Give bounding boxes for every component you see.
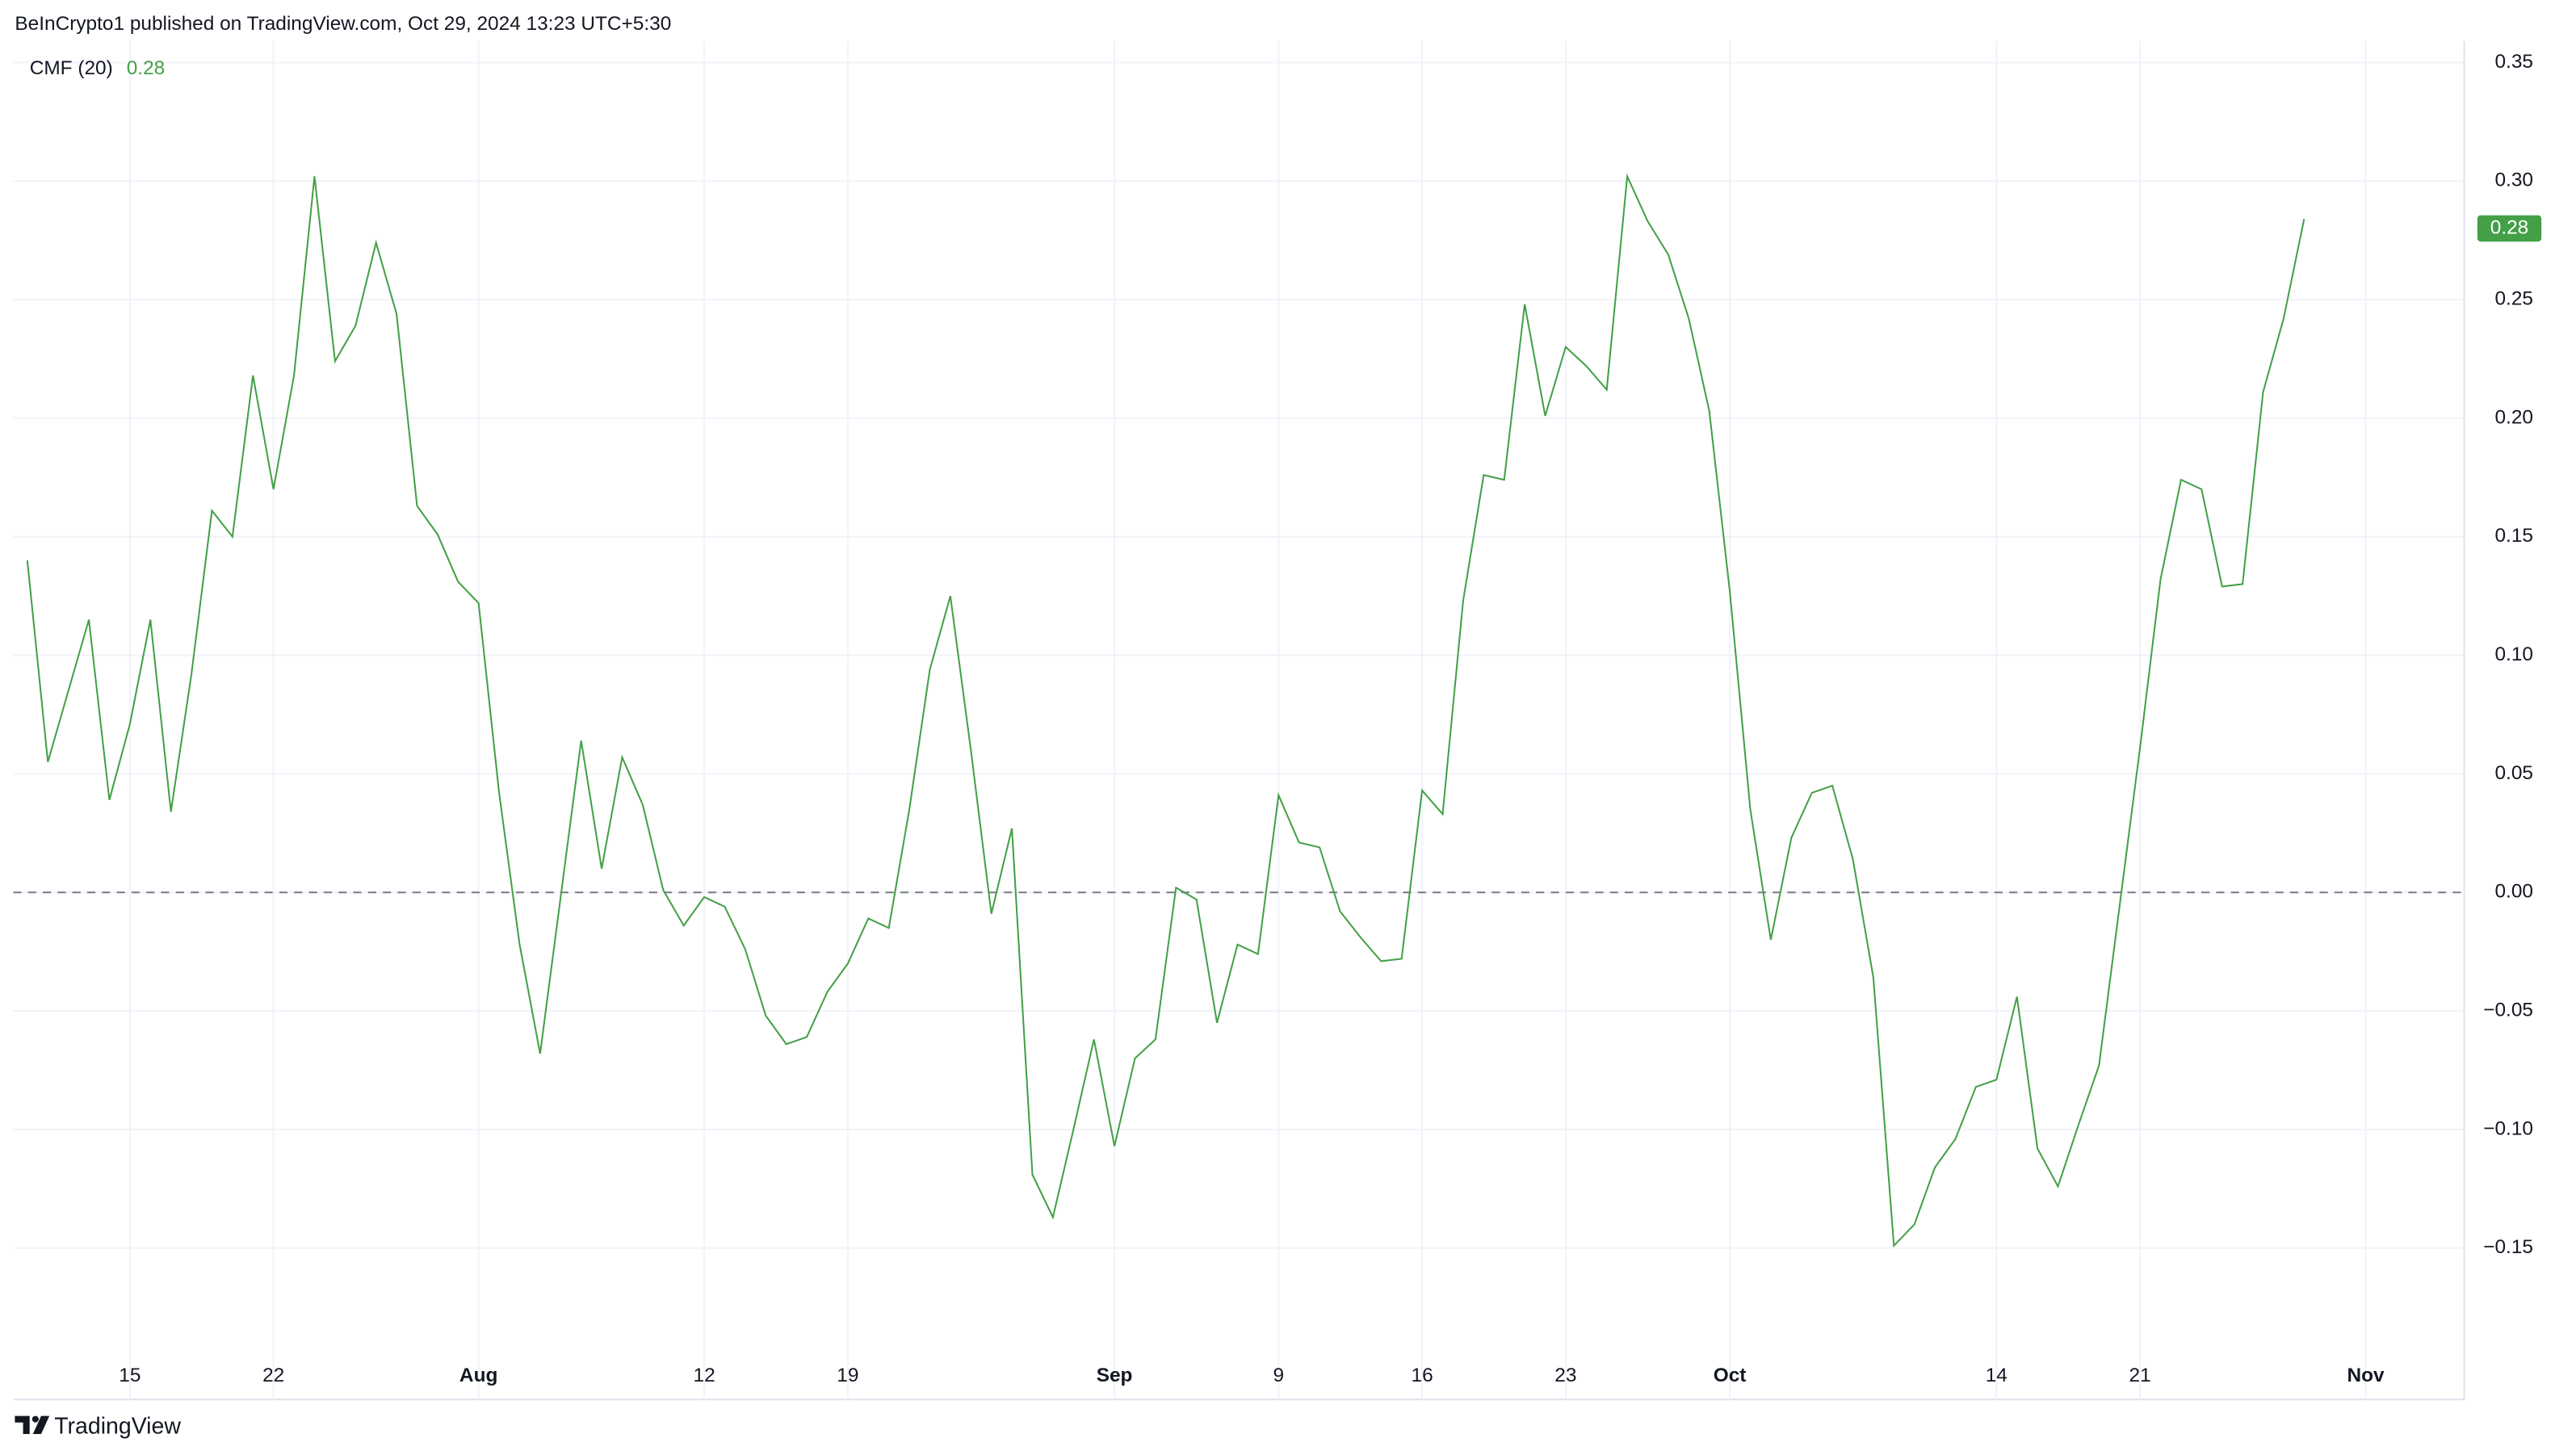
labels: 0.35 0.30 0.25 0.20 0.15 0.10 0.05 0.00 −0.05 −0.… bbox=[119, 51, 2542, 1386]
logo-mark bbox=[15, 1415, 50, 1434]
x-tick-label: Nov bbox=[2347, 1365, 2385, 1386]
y-tick-label: 0.20 bbox=[2494, 406, 2533, 428]
legend-name: CMF (20) bbox=[30, 57, 113, 79]
y-tick-label: 0.35 bbox=[2494, 51, 2533, 73]
legend-value: 0.28 bbox=[127, 57, 166, 79]
last-value-label: 0.28 bbox=[2490, 216, 2529, 238]
x-tick-label: 16 bbox=[1412, 1365, 1433, 1386]
y-tick-label: −0.05 bbox=[2483, 1000, 2533, 1021]
x-tick-label: 14 bbox=[1986, 1365, 2008, 1386]
y-tick-label: 0.00 bbox=[2494, 881, 2533, 903]
y-tick-label: 0.05 bbox=[2494, 762, 2533, 784]
x-tick-label: 12 bbox=[694, 1365, 715, 1386]
x-tick-label: Aug bbox=[459, 1365, 497, 1386]
x-tick-label: 23 bbox=[1554, 1365, 1576, 1386]
series-line bbox=[26, 173, 2305, 1248]
x-tick-label: 22 bbox=[262, 1365, 284, 1386]
logo-dot bbox=[31, 1415, 39, 1423]
x-tick-label: 15 bbox=[119, 1365, 141, 1386]
x-tick-label: Sep bbox=[1097, 1365, 1133, 1386]
plot-area bbox=[13, 173, 2465, 1248]
footer-brand: TradingView bbox=[54, 1413, 181, 1439]
y-tick-label: −0.10 bbox=[2483, 1117, 2533, 1139]
last-value-badge bbox=[2477, 215, 2542, 242]
x-tick-label: 9 bbox=[1273, 1365, 1285, 1386]
x-tick-label: 19 bbox=[837, 1365, 858, 1386]
tradingview-logo bbox=[15, 1415, 50, 1434]
y-tick-label: −0.15 bbox=[2483, 1236, 2533, 1258]
y-tick-label: 0.25 bbox=[2494, 287, 2533, 309]
y-tick-label: 0.10 bbox=[2494, 644, 2533, 665]
x-tick-label: Oct bbox=[1714, 1365, 1747, 1386]
x-tick-label: 21 bbox=[2129, 1365, 2151, 1386]
y-tick-label: 0.15 bbox=[2494, 525, 2533, 547]
y-tick-label: 0.30 bbox=[2494, 170, 2533, 191]
grid bbox=[13, 40, 2465, 1400]
header-text: BeInCrypto1 published on TradingView.com… bbox=[15, 13, 671, 35]
